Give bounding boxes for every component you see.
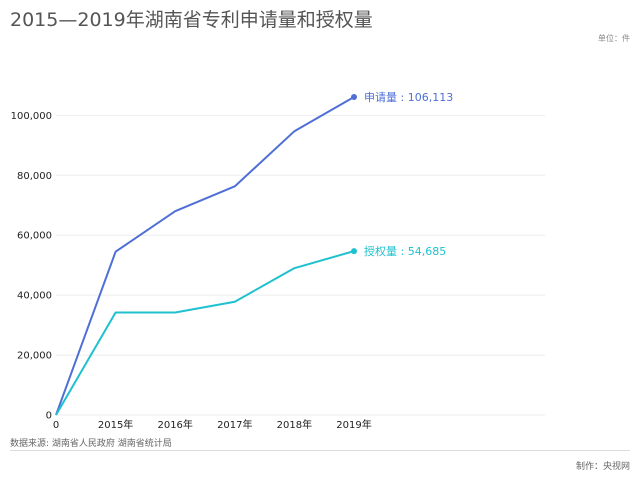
- series-end-point: [351, 248, 357, 255]
- series-line: [55, 250, 355, 416]
- series-0: 申请量 : 106,113: [55, 91, 453, 416]
- x-tick-label: 2017年: [217, 418, 252, 431]
- series-end-label: 授权量 : 54,685: [364, 244, 446, 258]
- x-tick-label: 2016年: [157, 418, 192, 431]
- chart-title: 2015—2019年湖南省专利申请量和授权量: [10, 9, 373, 31]
- y-tick-label: 60,000: [17, 231, 52, 242]
- x-tick-label: 2019年: [336, 418, 371, 431]
- x-tick-label: 0: [53, 420, 59, 431]
- series-end-label: 申请量 : 106,113: [364, 91, 453, 104]
- credit-label: 制作：央视网: [575, 462, 630, 472]
- series-end-point: [351, 94, 357, 100]
- unit-label: 单位：件: [598, 34, 630, 43]
- x-axis-ticks: 0 2015年 2016年 2017年 2018年 2019年: [53, 418, 372, 431]
- y-tick-label: 80,000: [17, 171, 52, 182]
- footer-divider: [10, 450, 630, 451]
- y-tick-label: 0: [46, 411, 52, 422]
- series-1: 授权量 : 54,685: [55, 244, 446, 416]
- data-source: 数据来源: 湖南省人民政府 湖南省统计局: [10, 439, 172, 449]
- series-line: [55, 96, 355, 416]
- x-tick-label: 2018年: [277, 418, 312, 431]
- series-lines: 申请量 : 106,113 授权量 : 54,685: [55, 91, 453, 416]
- grid-lines: [56, 114, 545, 416]
- y-axis-ticks: 0 20,000 40,000 60,000 80,000 100,000: [11, 111, 52, 422]
- y-tick-label: 40,000: [17, 291, 52, 302]
- x-tick-label: 2015年: [98, 418, 133, 431]
- y-tick-label: 20,000: [17, 351, 52, 362]
- y-tick-label: 100,000: [11, 111, 52, 122]
